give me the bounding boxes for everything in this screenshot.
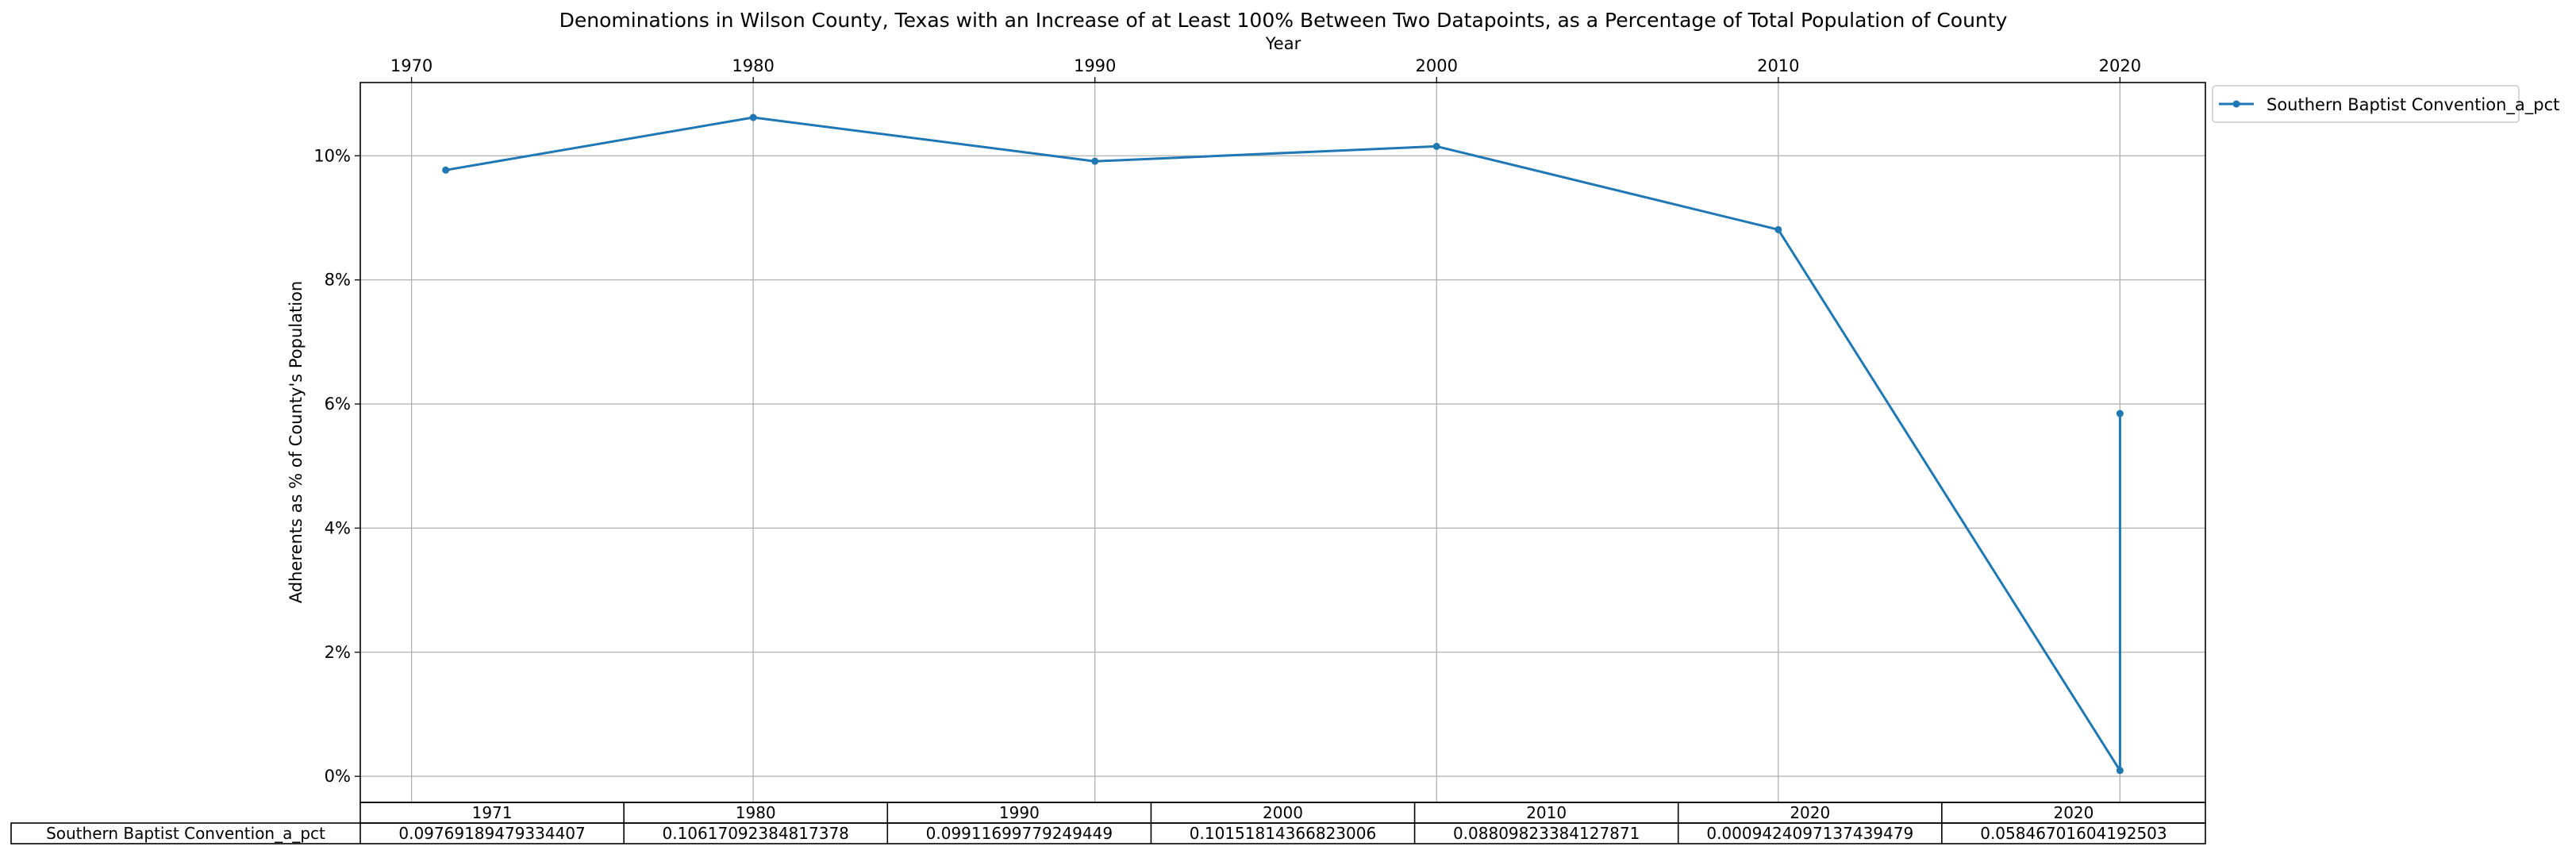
series-layer — [442, 113, 2124, 775]
grid-lines — [360, 83, 2205, 802]
data-point — [749, 113, 757, 121]
y-tick-label: 4% — [325, 518, 351, 537]
y-tick-label: 0% — [325, 767, 351, 786]
y-axis-ticks: 0% 2% 4% 6% 8% 10% — [313, 146, 360, 786]
table-column-header: 1971 — [472, 803, 513, 822]
chart-title: Denominations in Wilson County, Texas wi… — [559, 9, 2008, 32]
y-axis-label: Adherents as % of County's Population — [286, 281, 306, 603]
data-point — [1774, 225, 1782, 233]
x-tick-label: 2000 — [1416, 56, 1458, 75]
data-table: 1971 0.09769189479334407 1980 0.10617092384… — [10, 802, 2206, 844]
x-tick-label: 1980 — [732, 56, 774, 75]
y-tick-label: 6% — [325, 394, 351, 414]
x-axis-ticks: 1970 1980 1990 2000 2010 2020 — [390, 56, 2141, 83]
table-cell: 0.05846701604192503 — [1980, 824, 2167, 843]
table-column-header: 2000 — [1263, 803, 1303, 822]
table-column-header: 2020 — [2053, 803, 2093, 822]
x-tick-label: 2020 — [2099, 56, 2141, 75]
legend-point-marker — [2232, 100, 2240, 108]
series-line — [445, 116, 2121, 772]
table-cell: 0.10151814366823006 — [1190, 824, 1376, 843]
table-cell: 0.09769189479334407 — [398, 824, 585, 843]
table-column-header: 2010 — [1526, 803, 1567, 822]
table-data-row — [10, 822, 2206, 844]
x-tick-label: 1990 — [1074, 56, 1116, 75]
table-cell: 0.08809823384127871 — [1453, 824, 1640, 843]
data-point — [1091, 157, 1099, 165]
data-point — [442, 166, 450, 174]
table-row-label: Southern Baptist Convention_a_pct — [46, 824, 325, 843]
data-point — [2116, 767, 2124, 775]
legend: Southern Baptist Convention_a_pct — [2212, 85, 2559, 123]
x-axis-label: Year — [1265, 34, 1301, 53]
data-point — [2116, 410, 2124, 417]
table-cell: 0.10617092384817378 — [663, 824, 849, 843]
x-tick-label: 1970 — [390, 56, 433, 75]
table-column-header: 1980 — [736, 803, 776, 822]
legend-box — [2212, 85, 2520, 123]
x-tick-label: 2010 — [1757, 56, 1799, 75]
y-tick-label: 2% — [325, 643, 351, 662]
table-column-header: 1990 — [999, 803, 1040, 822]
table-cell: 0.09911699779249449 — [926, 824, 1113, 843]
legend-label: Southern Baptist Convention_a_pct — [2266, 95, 2559, 115]
y-tick-label: 8% — [325, 271, 351, 290]
y-tick-label: 10% — [313, 146, 351, 165]
table-column-header: 2020 — [1790, 803, 1830, 822]
table-cell: 0.0009424097137439479 — [1706, 824, 1913, 843]
plot-area-frame — [359, 82, 2206, 803]
data-point — [1432, 142, 1440, 150]
